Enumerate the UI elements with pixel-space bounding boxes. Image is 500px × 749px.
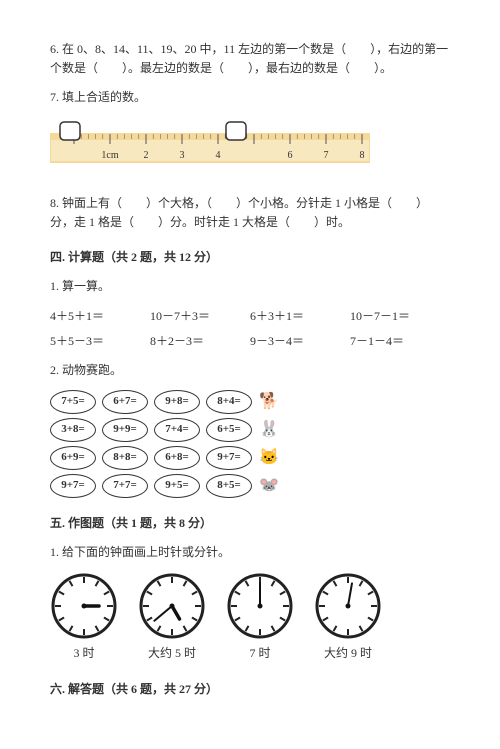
oval-cell: 7+7= [102,474,148,498]
oval-race-figure: 7+5=6+7=9+8=8+4=🐕3+8=9+9=7+4=6+5=🐰6+9=8+… [50,390,450,498]
svg-text:4: 4 [216,150,221,161]
oval-cell: 3+8= [50,418,96,442]
q6-text: 6. 在 0、8、14、11、19、20 中，11 左边的第一个数是（ ），右边… [50,42,448,75]
q8-text: 8. 钟面上有（ ）个大格，（ ）个小格。分针走 1 小格是（ ）分，走 1 格… [50,196,428,229]
clock-item: 大约 9 时 [314,572,382,663]
q7-text: 7. 填上合适的数。 [50,90,146,104]
arith-cell: 5＋5－3＝ [50,332,150,351]
arith-cell: 10－7－1＝ [350,307,450,326]
oval-cell: 9+7= [50,474,96,498]
section-5-title: 五. 作图题（共 1 题，共 8 分） [50,514,450,533]
oval-cell: 7+5= [50,390,96,414]
oval-cell: 9+8= [154,390,200,414]
clock-item: 7 时 [226,572,294,663]
clock-face [138,572,206,640]
arith-row: 5＋5－3＝8＋2－3＝9－3－4＝7－1－4＝ [50,332,450,351]
clock-label: 7 时 [249,644,270,663]
question-8: 8. 钟面上有（ ）个大格，（ ）个小格。分针走 1 小格是（ ）分，走 1 格… [50,194,450,232]
oval-cell: 6+8= [154,446,200,470]
oval-cell: 8+4= [206,390,252,414]
clock-label: 3 时 [73,644,94,663]
question-7: 7. 填上合适的数。 [50,88,450,107]
s4-q1-label: 1. 算一算。 [50,277,450,296]
arith-cell: 4＋5＋1＝ [50,307,150,326]
clock-face [314,572,382,640]
s4-q2-label: 2. 动物赛跑。 [50,361,450,380]
arith-cell: 7－1－4＝ [350,332,450,351]
oval-cell: 8+8= [102,446,148,470]
animal-icon: 🐕 [258,391,280,413]
section-6-title: 六. 解答题（共 6 题，共 27 分） [50,680,450,699]
animal-icon: 🐭 [258,475,280,497]
oval-row: 3+8=9+9=7+4=6+5= 🐰 [50,418,450,442]
oval-row: 6+9=8+8=6+8=9+7= 🐱 [50,446,450,470]
svg-text:6: 6 [288,150,293,161]
arith-cell: 10－7＋3＝ [150,307,250,326]
s5-q1-label: 1. 给下面的钟面画上时针或分针。 [50,543,450,562]
clocks-row: 3 时 大约 5 时 7 时 大约 9 时 [50,572,450,663]
svg-text:2: 2 [144,150,149,161]
svg-text:1cm: 1cm [101,150,118,161]
arith-cell: 9－3－4＝ [250,332,350,351]
arithmetic-table: 4＋5＋1＝10－7＋3＝6＋3＋1＝10－7－1＝ 5＋5－3＝8＋2－3＝9－… [50,307,450,351]
svg-text:8: 8 [360,150,365,161]
ruler-figure: 1cm 2 3 4 6 7 8 [50,120,450,176]
svg-text:3: 3 [180,150,185,161]
clock-face [50,572,118,640]
svg-text:7: 7 [324,150,329,161]
arith-row: 4＋5＋1＝10－7＋3＝6＋3＋1＝10－7－1＝ [50,307,450,326]
oval-cell: 6+7= [102,390,148,414]
oval-cell: 7+4= [154,418,200,442]
oval-cell: 6+9= [50,446,96,470]
ruler-svg: 1cm 2 3 4 6 7 8 [50,120,370,170]
arith-cell: 8＋2－3＝ [150,332,250,351]
oval-cell: 8+5= [206,474,252,498]
oval-cell: 6+5= [206,418,252,442]
animal-icon: 🐱 [258,447,280,469]
arith-cell: 6＋3＋1＝ [250,307,350,326]
clock-label: 大约 9 时 [324,644,372,663]
clock-item: 大约 5 时 [138,572,206,663]
oval-cell: 9+5= [154,474,200,498]
animal-icon: 🐰 [258,419,280,441]
oval-cell: 9+9= [102,418,148,442]
oval-row: 9+7=7+7=9+5=8+5= 🐭 [50,474,450,498]
oval-row: 7+5=6+7=9+8=8+4= 🐕 [50,390,450,414]
section-4-title: 四. 计算题（共 2 题，共 12 分） [50,248,450,267]
clock-label: 大约 5 时 [148,644,196,663]
question-6: 6. 在 0、8、14、11、19、20 中，11 左边的第一个数是（ ），右边… [50,40,450,78]
clock-face [226,572,294,640]
clock-item: 3 时 [50,572,118,663]
oval-cell: 9+7= [206,446,252,470]
